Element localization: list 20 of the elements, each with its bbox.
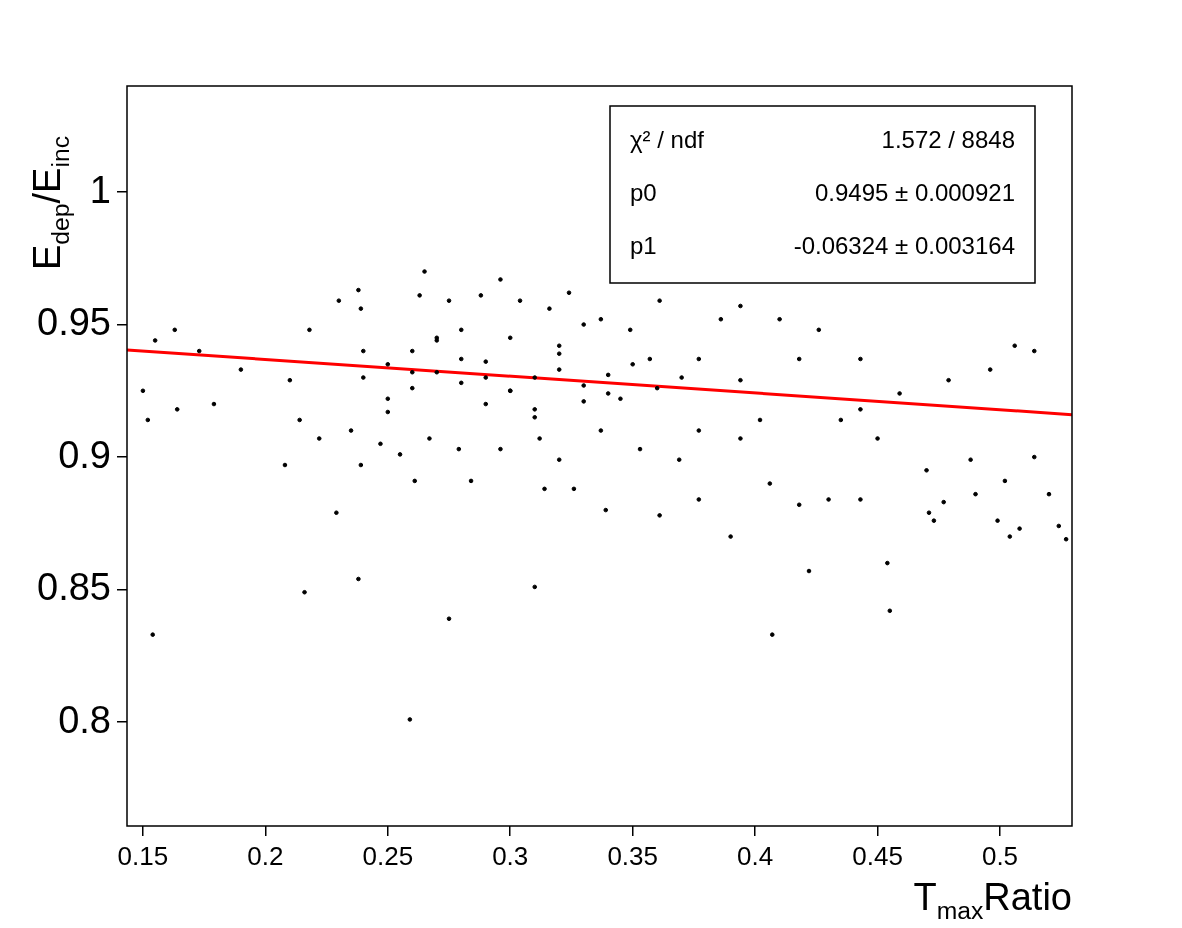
- y-tick-label: 0.9: [58, 433, 111, 476]
- x-tick-label: 0.25: [362, 840, 414, 871]
- y-tick-label: 1: [89, 168, 111, 211]
- annotation: 0.9495 ± 0.000921: [814, 178, 1015, 206]
- annotation: -0.06324 ± 0.003164: [793, 231, 1015, 259]
- x-tick-label: 0.5: [981, 840, 1019, 871]
- x-tick-label: 0.45: [852, 840, 903, 871]
- x-tick-label: 0.2: [247, 840, 284, 871]
- x-axis-title: T$_{max}$Ratio: [913, 876, 1072, 925]
- y-tick-label: 0.8: [58, 698, 111, 741]
- annotation: 1.572 / 8848: [881, 125, 1015, 153]
- annotation: p1: [630, 231, 657, 259]
- x-tick-label: 0.15: [117, 840, 169, 871]
- y-tick-label: 0.85: [37, 566, 111, 609]
- annotation: χ² / ndf: [630, 125, 705, 153]
- y-tick-label: 0.95: [37, 301, 111, 344]
- annotation: p0: [630, 178, 657, 206]
- x-tick-label: 0.4: [737, 840, 774, 871]
- x-tick-label: 0.35: [607, 840, 658, 871]
- x-tick-label: 0.3: [492, 840, 529, 871]
